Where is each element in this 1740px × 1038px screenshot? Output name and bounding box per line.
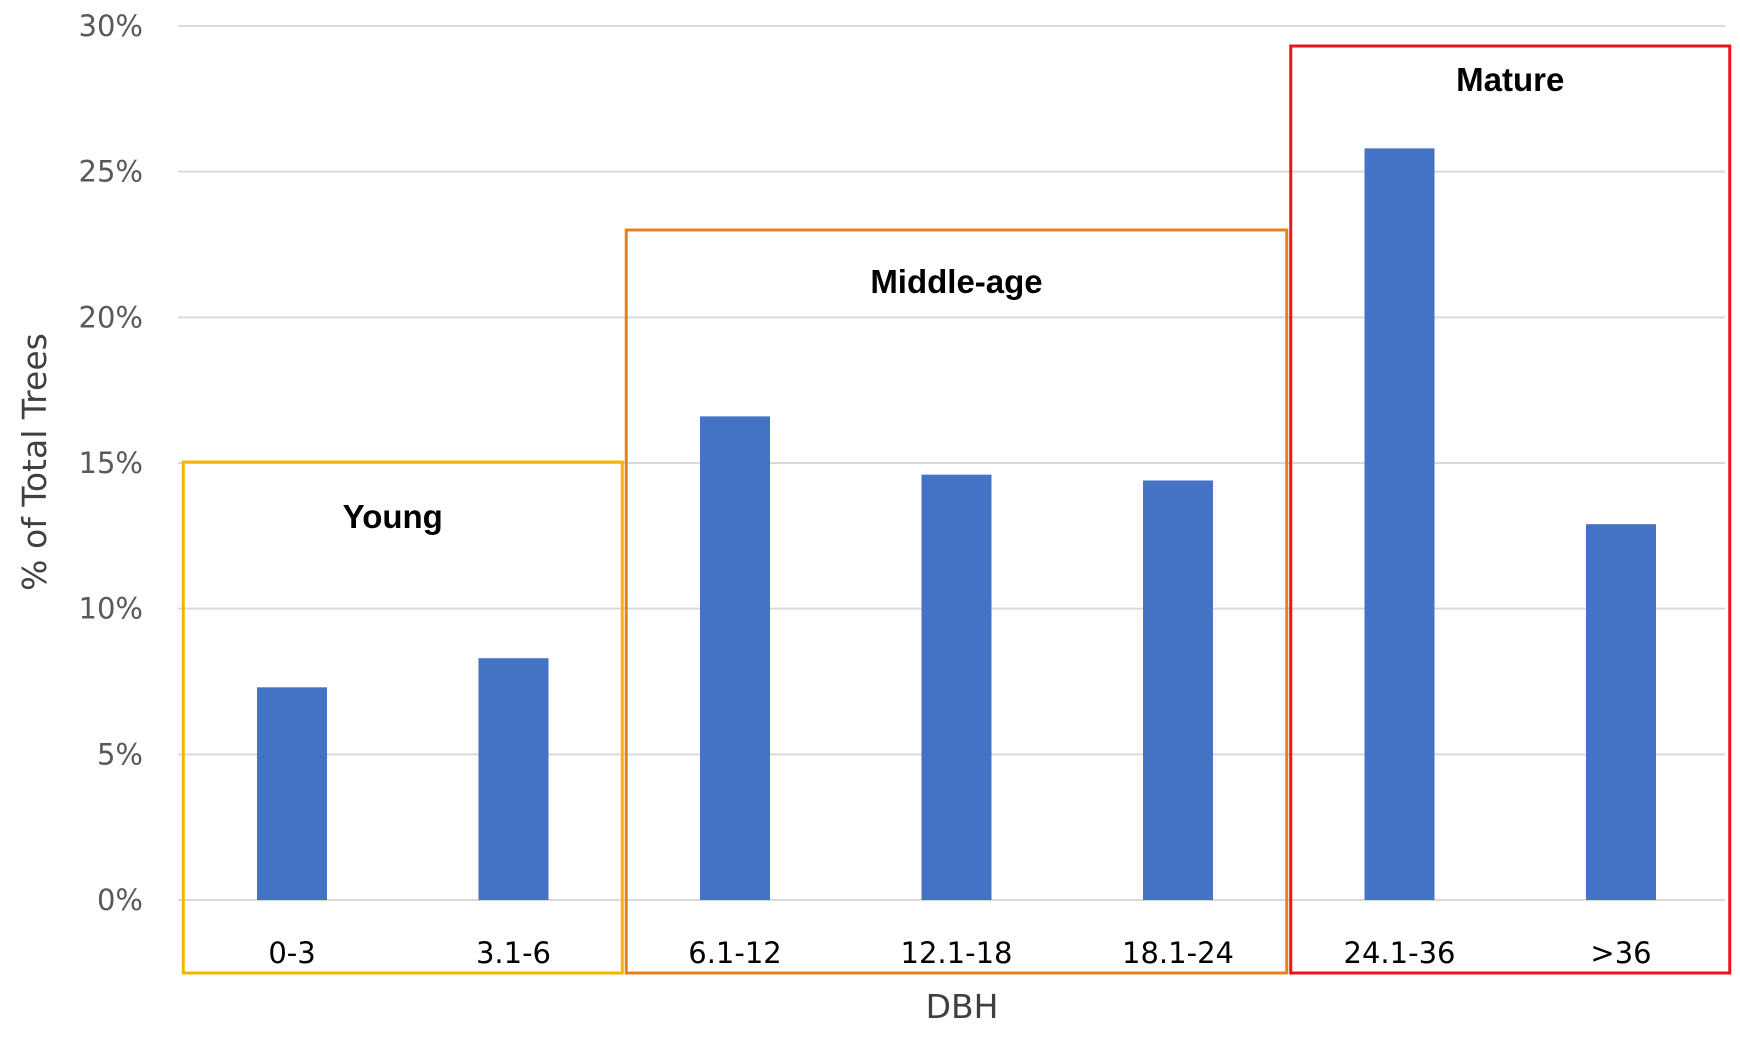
y-tick-labels: 0% 5% 10% 15% 20% 25% 30% bbox=[79, 9, 143, 917]
group-label: Mature bbox=[1456, 61, 1564, 98]
group-box-young bbox=[181, 460, 624, 975]
group-label: Middle-age bbox=[870, 263, 1042, 300]
y-tick-label: 5% bbox=[97, 737, 143, 771]
y-tick-label: 0% bbox=[97, 883, 143, 917]
x-tick-label: 24.1-36 bbox=[1344, 936, 1456, 970]
x-axis-title: DBH bbox=[926, 987, 999, 1026]
bar-0-3 bbox=[257, 687, 327, 900]
bar-3.1-6 bbox=[478, 658, 549, 900]
y-tick-label: 10% bbox=[79, 592, 143, 626]
bars bbox=[257, 148, 1656, 901]
x-tick-label: 6.1-12 bbox=[688, 936, 782, 970]
x-tick-label: >36 bbox=[1590, 936, 1651, 970]
x-tick-labels: 0-3 3.1-6 6.1-12 12.1-18 18.1-24 24.1-36 >36 bbox=[268, 936, 1651, 970]
bar->36 bbox=[1586, 524, 1656, 900]
x-tick-label: 12.1-18 bbox=[901, 936, 1013, 970]
y-tick-label: 20% bbox=[79, 300, 143, 334]
x-tick-label: 18.1-24 bbox=[1122, 936, 1234, 970]
group-box-mature bbox=[1289, 44, 1732, 975]
group-boxes: Young Middle-age Mature bbox=[181, 44, 1732, 975]
x-tick-label: 3.1-6 bbox=[476, 936, 551, 970]
bar-18.1-24 bbox=[1143, 480, 1213, 900]
bar-12.1-18 bbox=[921, 474, 992, 900]
y-tick-label: 30% bbox=[79, 9, 143, 43]
group-box-middle-age bbox=[624, 228, 1289, 975]
bar-6.1-12 bbox=[700, 416, 770, 900]
y-tick-label: 15% bbox=[79, 446, 143, 480]
bar-24.1-36 bbox=[1364, 148, 1435, 901]
y-tick-label: 25% bbox=[79, 155, 143, 189]
x-tick-label: 0-3 bbox=[268, 936, 315, 970]
group-label: Young bbox=[343, 498, 443, 535]
y-axis-title: % of Total Trees bbox=[15, 333, 54, 591]
